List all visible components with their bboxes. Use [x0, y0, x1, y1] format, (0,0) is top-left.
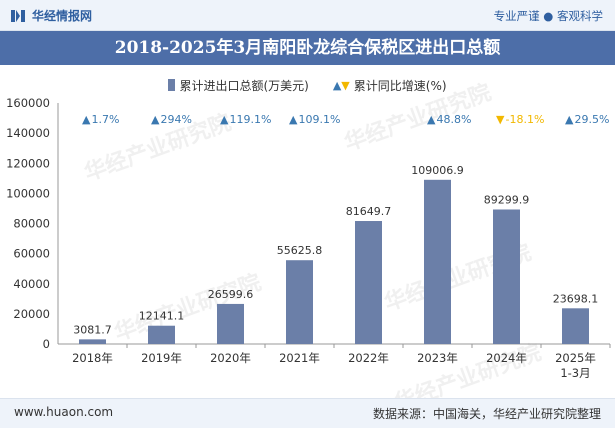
- x-tick-label: 2020年: [210, 351, 251, 365]
- bar-value-label: 89299.9: [484, 193, 530, 206]
- bar-value-label: 3081.7: [73, 323, 112, 336]
- bar-chart: 0 20000 40000 60000 80000 100000 120000 140000 1…: [6, 96, 611, 380]
- bar: [286, 260, 313, 344]
- bar: [424, 179, 451, 344]
- bar-swatch-icon: [168, 79, 176, 91]
- legend-label-total: 累计进出口总额(万美元): [179, 78, 309, 93]
- top-bar: 华经情报网 专业严谨 ● 客观科学: [0, 0, 615, 31]
- bar: [217, 303, 244, 344]
- growth-up-arrow: ▲: [151, 113, 160, 126]
- y-tick-label: 40000: [13, 277, 50, 291]
- legend-item-growth: ▲▼ 累计同比增速(%): [333, 76, 447, 94]
- y-tick-label: 120000: [6, 156, 50, 170]
- footer-source: 数据来源：中国海关，华经产业研究院整理: [372, 407, 601, 421]
- growth-label: 29.5%: [575, 113, 610, 126]
- bar-value-label: 109006.9: [411, 164, 464, 177]
- x-tick-label: 2022年: [348, 351, 389, 365]
- y-tick-label: 100000: [6, 186, 50, 200]
- footer-website[interactable]: www.huaon.com: [14, 405, 114, 419]
- growth-up-arrow: ▲: [82, 113, 91, 126]
- bar-value-label: 26599.6: [208, 288, 254, 301]
- footer: www.huaon.com 数据来源：中国海关，华经产业研究院整理: [0, 398, 615, 428]
- up-down-arrows-icon: ▲▼: [332, 78, 350, 92]
- growth-label: 294%: [161, 113, 192, 126]
- legend-label-growth: 累计同比增速(%): [353, 78, 447, 93]
- y-tick-label: 80000: [13, 217, 50, 231]
- bar: [493, 209, 520, 344]
- y-tick-label: 160000: [6, 96, 50, 110]
- x-tick-label: 2021年: [279, 351, 320, 365]
- growth-label: 119.1%: [230, 113, 272, 126]
- tagline: 专业严谨 ● 客观科学: [493, 9, 603, 23]
- x-tick-label: 1-3月: [560, 366, 590, 380]
- brand: 华经情报网: [10, 7, 92, 24]
- bar: [562, 308, 589, 344]
- growth-up-arrow: ▲: [289, 113, 298, 126]
- legend-item-total: 累计进出口总额(万美元): [168, 76, 309, 94]
- x-tick-label: 2018年: [72, 351, 113, 365]
- y-tick-label: 140000: [6, 126, 50, 140]
- x-tick-label: 2024年: [486, 351, 527, 365]
- bar: [79, 339, 106, 344]
- brand-name: 华经情报网: [32, 9, 93, 23]
- x-tick-label: 2019年: [141, 351, 182, 365]
- chart-title: 2018-2025年3月南阳卧龙综合保税区进出口总额: [0, 31, 615, 65]
- brand-logo-icon: [11, 9, 25, 22]
- x-tick-label: 2023年: [417, 351, 458, 365]
- bar-value-label: 12141.1: [139, 310, 185, 323]
- growth-up-arrow: ▲: [427, 113, 436, 126]
- bar: [355, 221, 382, 344]
- bar-value-label: 55625.8: [277, 244, 323, 257]
- growth-label: 1.7%: [92, 113, 120, 126]
- growth-up-arrow: ▲: [565, 113, 574, 126]
- growth-down-arrow: ▼: [496, 113, 505, 126]
- bar-value-label: 23698.1: [553, 292, 599, 305]
- y-tick-label: 0: [43, 337, 50, 351]
- growth-label: 109.1%: [299, 113, 341, 126]
- x-tick-label: 2025年: [555, 351, 596, 365]
- growth-up-arrow: ▲: [220, 113, 229, 126]
- growth-label: 48.8%: [437, 113, 472, 126]
- y-tick-label: 60000: [13, 247, 50, 261]
- bar: [148, 325, 175, 344]
- legend: 累计进出口总额(万美元) ▲▼ 累计同比增速(%): [0, 76, 615, 94]
- bar-value-label: 81649.7: [346, 205, 392, 218]
- y-tick-label: 20000: [13, 307, 50, 321]
- growth-label: -18.1%: [506, 113, 545, 126]
